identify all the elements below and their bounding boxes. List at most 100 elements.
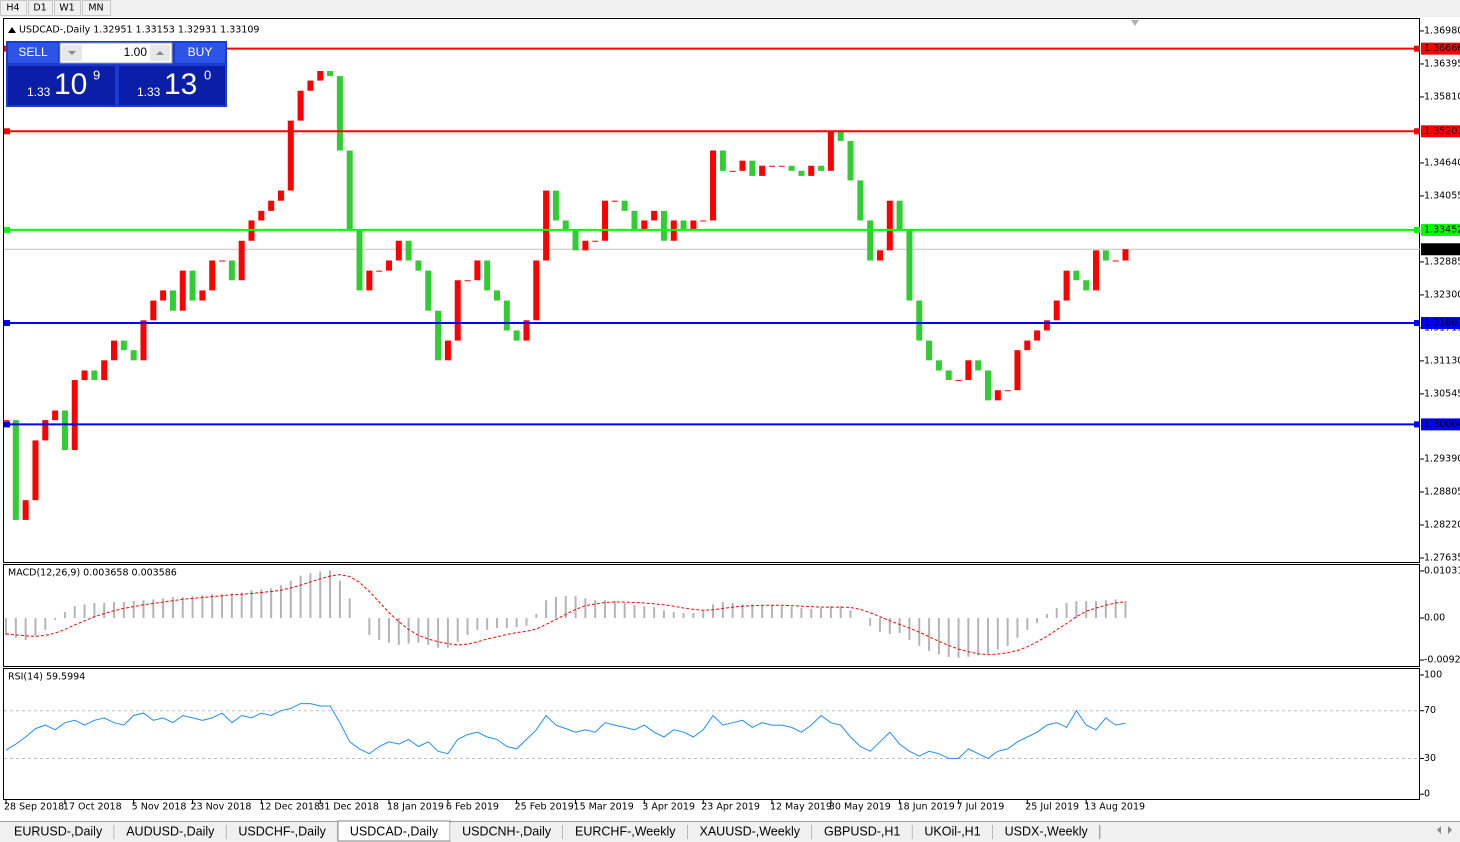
tab-label[interactable]: USDCAD-,Daily (350, 824, 439, 838)
tab-label[interactable]: USDCHF-,Daily (238, 824, 326, 838)
timeframe-label[interactable]: MN (88, 3, 103, 14)
candle (494, 290, 500, 301)
candle (169, 290, 176, 311)
x-tick-label: 23 Nov 2018 (191, 802, 252, 813)
candle (886, 200, 893, 251)
sell-button[interactable] (8, 43, 58, 63)
candle (12, 420, 19, 520)
tab[interactable] (687, 823, 812, 841)
candle (965, 360, 972, 381)
x-tick-label: 25 Jul 2019 (1025, 802, 1079, 813)
tab-label[interactable]: USDX-,Weekly (1005, 824, 1089, 838)
x-tick-label: 25 Feb 2019 (515, 802, 574, 813)
lots-value[interactable]: 1.00 (124, 45, 148, 59)
level-tag-label: 1.33452 (1424, 224, 1460, 235)
timeframe-button[interactable] (54, 0, 81, 16)
candle (985, 370, 991, 401)
y-tick-label: 1.36395 (1424, 58, 1460, 69)
candle (552, 190, 559, 221)
tab[interactable] (992, 823, 1100, 841)
tab-label[interactable]: AUDUSD-,Daily (126, 824, 215, 838)
x-tick-label: 12 Dec 2018 (259, 802, 320, 813)
candle (209, 260, 216, 291)
level-handle[interactable] (1414, 421, 1420, 428)
candle (729, 170, 736, 172)
candle (219, 260, 226, 262)
price-tag-label: 1.33109 (1424, 244, 1460, 255)
tab-scroll-right[interactable] (1448, 826, 1452, 834)
macd-signal (5, 574, 1126, 656)
candle (189, 270, 196, 301)
sell-label[interactable]: SELL (18, 45, 48, 59)
tab-label[interactable]: EURUSD-,Daily (14, 824, 103, 838)
timeframe-button[interactable] (0, 0, 27, 16)
candle (1093, 250, 1100, 291)
timeframe-button[interactable] (28, 0, 53, 16)
x-tick-label: 23 Apr 2019 (701, 802, 760, 813)
level-handle[interactable] (4, 128, 10, 135)
tab[interactable] (912, 823, 993, 841)
ask-box[interactable] (119, 66, 225, 105)
tab-scroll-left[interactable] (1437, 826, 1441, 834)
candle (523, 320, 530, 341)
timeframe-label[interactable]: W1 (59, 3, 74, 14)
tab-label[interactable]: UKOil-,H1 (924, 824, 980, 838)
candle (22, 500, 29, 520)
candle (52, 410, 59, 421)
tab-label[interactable]: GBPUSD-,H1 (824, 824, 900, 838)
tab[interactable] (2, 823, 115, 841)
x-tick-label: 12 May 2019 (770, 802, 832, 813)
tab-label[interactable]: EURCHF-,Weekly (575, 824, 676, 838)
timeframe-label[interactable]: D1 (33, 3, 46, 14)
buy-button[interactable] (175, 43, 225, 63)
candle (808, 165, 815, 176)
candle (120, 340, 127, 351)
tab-label[interactable]: USDCNH-,Daily (462, 824, 552, 838)
candle (160, 290, 167, 301)
macd-panel (3, 564, 1420, 667)
tab[interactable] (450, 823, 564, 841)
y-tick-label: 1.36980 (1424, 25, 1460, 36)
candle (926, 340, 933, 361)
level-handle[interactable] (1414, 128, 1420, 135)
level-handle[interactable] (4, 226, 10, 233)
candle (3, 420, 9, 422)
price-tag (1421, 243, 1460, 256)
candle (955, 380, 962, 382)
timeframe-button[interactable] (82, 0, 111, 16)
candle (336, 76, 343, 151)
level-tag-label: 1.35201 (1424, 126, 1460, 137)
lots-input[interactable] (59, 42, 173, 64)
y-tick-label: 1.28805 (1424, 487, 1460, 498)
tab-label[interactable]: XAUUSD-,Weekly (700, 824, 801, 838)
level-handle[interactable] (4, 421, 10, 428)
bid-box[interactable] (8, 66, 115, 105)
chart-menu-marker[interactable] (8, 27, 16, 33)
chart-title: USDCAD-,Daily 1.32951 1.33153 1.32931 1.… (19, 25, 259, 36)
tab[interactable] (114, 823, 227, 841)
candle (690, 220, 697, 231)
candle (710, 150, 717, 221)
candle (631, 210, 638, 231)
tab[interactable] (563, 823, 688, 841)
tab[interactable] (226, 823, 338, 841)
timeframe-label[interactable]: H4 (6, 3, 19, 14)
candle (287, 120, 294, 191)
level-handle[interactable] (4, 320, 10, 327)
y-tick-label: 1.34640 (1424, 157, 1460, 168)
candle (1083, 280, 1090, 291)
candle (376, 270, 383, 272)
y-tick-label: 1.32300 (1424, 289, 1460, 300)
level-handle[interactable] (1414, 320, 1420, 327)
candle (749, 160, 756, 176)
candle (719, 150, 726, 171)
tab[interactable] (811, 823, 913, 841)
y-tick-label: 70 (1424, 705, 1436, 716)
one-click-trading: SELL 1.00 BUY 1.33 10 9 1.33 13 0 (6, 41, 227, 107)
candle (798, 170, 805, 176)
candle (1112, 260, 1119, 262)
level-tag-label: 1.31801 (1424, 318, 1460, 329)
buy-label[interactable]: BUY (188, 45, 213, 59)
level-handle[interactable] (1414, 45, 1420, 52)
level-handle[interactable] (1414, 226, 1420, 233)
